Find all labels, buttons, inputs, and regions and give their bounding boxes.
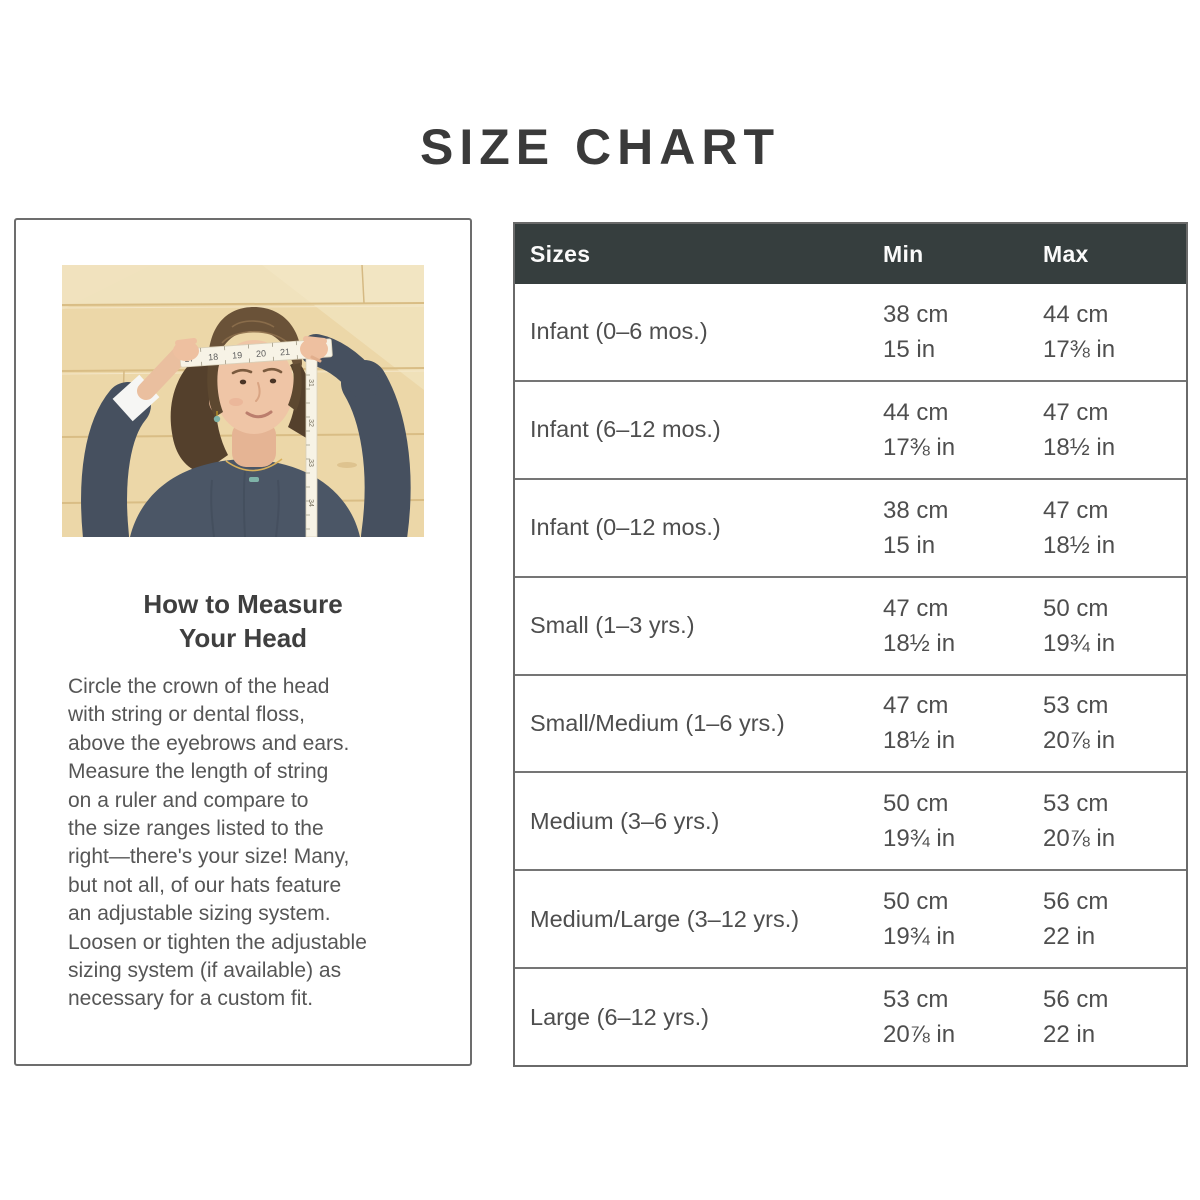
size-label: Small/Medium (1–6 yrs.) [530, 709, 785, 736]
table-row: Medium/Large (3–12 yrs.) 50 cm 19¾ in 56 … [515, 869, 1186, 967]
size-label: Large (6–12 yrs.) [530, 1003, 709, 1030]
left-hand [173, 338, 199, 361]
page-title: SIZE CHART [420, 119, 780, 175]
max-cell: 56 cm 22 in [1043, 982, 1186, 1052]
max-in: 19¾ in [1043, 629, 1116, 657]
size-label: Infant (0–12 mos.) [530, 514, 721, 541]
min-cell: 38 cm 15 in [883, 493, 1043, 563]
table-row: Infant (0–6 mos.) 38 cm 15 in 44 cm 17⅜ in [515, 284, 1186, 380]
table-row: Small/Medium (1–6 yrs.) 47 cm 18½ in 53 c… [515, 673, 1186, 772]
max-cm: 56 cm [1043, 986, 1109, 1014]
header-sizes: Sizes [530, 240, 591, 267]
table-row: Medium (3–6 yrs.) 50 cm 19¾ in 53 cm 20⅞ i… [515, 771, 1186, 869]
table-row: Small (1–3 yrs.) 47 cm 18½ in 50 cm 19¾ in [515, 575, 1186, 674]
max-cell: 56 cm 22 in [1043, 884, 1186, 954]
min-cell: 44 cm 17⅜ in [883, 395, 1043, 465]
max-cm: 50 cm [1043, 594, 1109, 622]
min-cm: 50 cm [883, 790, 949, 818]
min-cell: 47 cm 18½ in [883, 591, 1043, 661]
min-cm: 47 cm [883, 594, 949, 622]
table-header-row: Sizes Min Max [515, 224, 1186, 284]
max-cm: 56 cm [1043, 888, 1109, 916]
min-in: 15 in [883, 335, 936, 363]
min-cm: 44 cm [883, 398, 949, 426]
how-to-measure-panel: 17 18 19 20 21 22 31 32 33 34 [14, 218, 472, 1066]
size-label: Infant (0–6 mos.) [530, 318, 708, 345]
size-table: Sizes Min Max Infant (0–6 mos.) 38 cm 15 … [513, 222, 1188, 1067]
tape-number: 34 [307, 499, 314, 507]
max-cm: 47 cm [1043, 398, 1109, 426]
min-cm: 50 cm [883, 888, 949, 916]
max-in: 20⅞ in [1043, 727, 1116, 755]
max-cell: 50 cm 19¾ in [1043, 591, 1186, 661]
min-cm: 53 cm [883, 986, 949, 1014]
size-label: Small (1–3 yrs.) [530, 612, 695, 639]
max-in: 22 in [1043, 923, 1096, 951]
tape-number: 32 [307, 419, 314, 427]
max-cm: 53 cm [1043, 790, 1109, 818]
tape-number: 21 [280, 347, 291, 358]
min-cell: 47 cm 18½ in [883, 688, 1043, 758]
size-label: Medium (3–6 yrs.) [530, 807, 720, 834]
max-cell: 47 cm 18½ in [1043, 395, 1186, 465]
table-row: Infant (0–12 mos.) 38 cm 15 in 47 cm 18½ i… [515, 477, 1186, 576]
tape-number: 33 [307, 459, 314, 467]
min-cm: 38 cm [883, 300, 949, 328]
tape-number: 18 [208, 352, 219, 363]
max-in: 18½ in [1043, 433, 1116, 461]
how-to-heading: How to Measure Your Head [143, 589, 343, 653]
min-in: 18½ in [883, 727, 956, 755]
max-cm: 53 cm [1043, 692, 1109, 720]
max-in: 17⅜ in [1043, 335, 1116, 363]
max-in: 20⅞ in [1043, 825, 1116, 853]
max-in: 22 in [1043, 1021, 1096, 1049]
right-hand [300, 336, 328, 363]
max-cm: 44 cm [1043, 300, 1109, 328]
min-cm: 38 cm [883, 496, 949, 524]
tape-number: 19 [232, 350, 243, 361]
max-in: 18½ in [1043, 531, 1116, 559]
min-in: 18½ in [883, 629, 956, 657]
header-min: Min [883, 240, 924, 267]
max-cell: 53 cm 20⅞ in [1043, 688, 1186, 758]
table-row: Infant (6–12 mos.) 44 cm 17⅜ in 47 cm 18½ … [515, 379, 1186, 478]
max-cell: 53 cm 20⅞ in [1043, 786, 1186, 856]
min-cell: 50 cm 19¾ in [883, 786, 1043, 856]
how-to-instructions: Circle the crown of the head with string… [68, 675, 367, 1011]
min-cell: 38 cm 15 in [883, 297, 1043, 367]
table-row: Large (6–12 yrs.) 53 cm 20⅞ in 56 cm 22 in [515, 967, 1186, 1065]
min-cell: 50 cm 19¾ in [883, 884, 1043, 954]
max-cm: 47 cm [1043, 496, 1109, 524]
size-label: Infant (6–12 mos.) [530, 416, 721, 443]
min-in: 20⅞ in [883, 1021, 956, 1049]
tape-number: 20 [256, 348, 267, 359]
min-in: 19¾ in [883, 825, 956, 853]
min-in: 19¾ in [883, 923, 956, 951]
max-cell: 47 cm 18½ in [1043, 493, 1186, 563]
tape-number: 31 [307, 379, 314, 387]
head-measuring-photo: 17 18 19 20 21 22 31 32 33 34 [62, 265, 424, 537]
header-max: Max [1043, 240, 1089, 267]
min-cell: 53 cm 20⅞ in [883, 982, 1043, 1052]
min-cm: 47 cm [883, 692, 949, 720]
min-in: 17⅜ in [883, 433, 956, 461]
max-cell: 44 cm 17⅜ in [1043, 297, 1186, 367]
size-label: Medium/Large (3–12 yrs.) [530, 905, 800, 932]
min-in: 15 in [883, 531, 936, 559]
